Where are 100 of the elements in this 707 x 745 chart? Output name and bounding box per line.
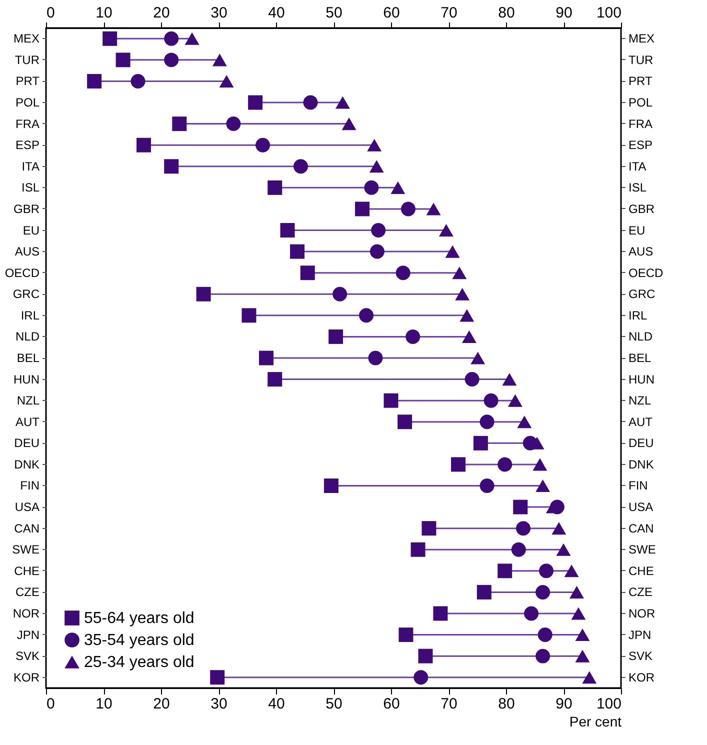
point xyxy=(130,74,146,88)
x-tick-label: 60 xyxy=(383,4,400,22)
x2-tick-label: 40 xyxy=(268,696,285,712)
point xyxy=(256,138,270,152)
point xyxy=(87,74,102,88)
category-label: FIN xyxy=(20,478,40,493)
point xyxy=(367,138,382,152)
point xyxy=(290,244,305,259)
x-tick-label: 40 xyxy=(268,4,285,22)
point xyxy=(498,457,512,472)
point xyxy=(102,31,118,46)
x-tick-label: 80 xyxy=(498,4,515,22)
point xyxy=(196,286,211,302)
point xyxy=(364,180,379,195)
x-tick-label: 90 xyxy=(556,4,572,22)
point xyxy=(369,160,384,173)
point xyxy=(396,266,410,280)
category-label: ESP xyxy=(15,138,40,152)
x-tick-label: 50 xyxy=(326,4,342,22)
point xyxy=(332,286,348,302)
category-label: USA xyxy=(14,500,40,514)
point xyxy=(462,330,476,343)
category-label: ISL xyxy=(21,180,40,195)
y-tick-label: HUN xyxy=(628,372,654,386)
point xyxy=(464,372,480,387)
point xyxy=(219,74,234,88)
y-tick-label: DEU xyxy=(628,436,654,450)
point xyxy=(470,352,486,364)
point xyxy=(484,393,498,408)
y-tick-label: ISL xyxy=(628,180,647,195)
point xyxy=(460,309,474,322)
x2-tick-label: 0 xyxy=(46,696,55,712)
point xyxy=(303,95,318,110)
x-tick-label: 100 xyxy=(596,4,622,22)
category-label: POL xyxy=(15,96,40,110)
point xyxy=(359,308,374,323)
point xyxy=(524,606,539,621)
point xyxy=(164,31,179,46)
x2-tick-label: 80 xyxy=(498,696,515,712)
point xyxy=(164,52,179,68)
category-label: GRC xyxy=(12,287,40,302)
y-tick-label: AUS xyxy=(628,244,654,259)
y-tick-label: CHE xyxy=(628,564,654,578)
point xyxy=(517,416,532,428)
y-tick-label: FIN xyxy=(628,478,648,493)
point xyxy=(212,54,227,66)
point xyxy=(210,670,225,685)
point xyxy=(293,159,308,174)
point xyxy=(258,350,274,366)
point xyxy=(371,223,386,238)
x-axis-title: Per cent xyxy=(569,714,622,730)
category-label: CAN xyxy=(14,521,40,536)
point xyxy=(328,329,344,344)
y-tick-label: IRL xyxy=(628,308,648,322)
point xyxy=(418,648,433,664)
point xyxy=(516,521,530,536)
point xyxy=(410,542,426,557)
point xyxy=(451,457,466,472)
point xyxy=(398,414,412,430)
category-label: MEX xyxy=(13,32,40,46)
point xyxy=(532,458,548,471)
category-label: HUN xyxy=(14,372,40,386)
category-label: DNK xyxy=(14,457,40,472)
point xyxy=(242,308,256,323)
category-label: SWE xyxy=(12,542,40,557)
y-tick-label: NOR xyxy=(628,606,656,620)
category-label: NZL xyxy=(16,394,40,408)
x-tick-label: 70 xyxy=(440,4,458,22)
x-tick-label: 30 xyxy=(210,4,228,22)
point xyxy=(426,202,441,216)
point xyxy=(164,159,179,174)
point xyxy=(539,564,554,578)
x2-tick-label: 10 xyxy=(96,696,112,712)
point xyxy=(498,564,512,578)
point xyxy=(445,245,460,258)
category-label: KOR xyxy=(13,670,40,684)
point xyxy=(184,32,200,45)
legend-label: 35-54 years old xyxy=(84,632,194,649)
y-tick-label: KOR xyxy=(628,670,655,684)
point xyxy=(390,181,406,194)
y-tick-label: ESP xyxy=(628,138,653,152)
category-label: ITA xyxy=(22,159,40,174)
category-label: PRT xyxy=(16,74,40,88)
point xyxy=(536,648,550,664)
x2-tick-label: 20 xyxy=(153,696,170,712)
y-tick-label: FRA xyxy=(628,116,652,131)
point xyxy=(571,607,586,620)
category-label: SVK xyxy=(15,649,40,664)
point xyxy=(300,266,315,280)
point xyxy=(248,95,263,110)
point xyxy=(511,542,526,557)
x2-tick-label: 70 xyxy=(440,696,458,712)
point xyxy=(476,584,492,600)
y-tick-label: CZE xyxy=(628,585,652,600)
y-tick-label: GRC xyxy=(628,287,656,302)
y-tick-label: JPN xyxy=(628,628,652,642)
point xyxy=(452,266,467,280)
y-tick-label: TUR xyxy=(628,52,654,67)
point xyxy=(355,202,370,216)
category-label: FRA xyxy=(16,116,40,131)
